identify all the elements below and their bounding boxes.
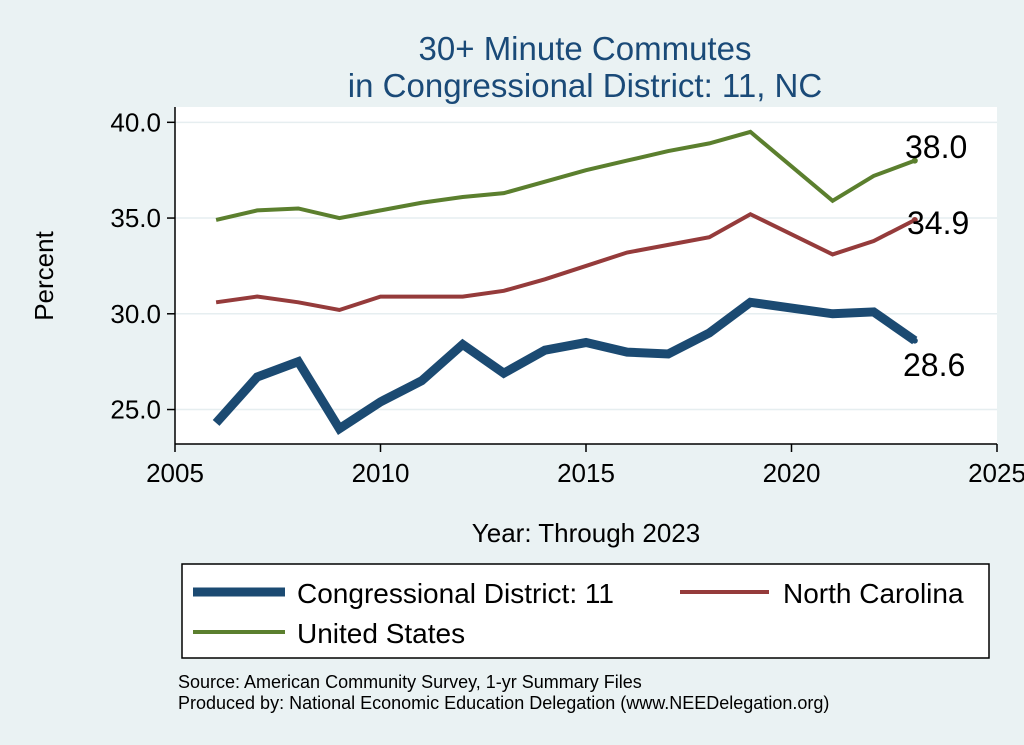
legend-label-north-carolina: North Carolina [783,578,964,609]
y-tick-label: 25.0 [110,395,161,425]
gridlines [175,121,997,411]
x-axis-ticks: 2005 2010 2015 2020 2025 [146,444,1024,488]
legend: Congressional District: 11 North Carolin… [181,563,990,659]
x-tick-label: 2010 [352,458,410,488]
plot-area [175,107,997,444]
x-axis-label: Year: Through 2023 [472,518,700,548]
y-axis-ticks: 25.0 30.0 35.0 40.0 [110,107,175,425]
series-lines [212,129,918,435]
x-tick-label: 2025 [968,458,1024,488]
series-line-us [215,129,916,222]
end-label-cd: 28.6 [903,347,965,383]
y-tick-label: 40.0 [110,107,161,137]
x-tick-label: 2015 [557,458,615,488]
end-label-nc: 34.9 [907,205,969,241]
series-endpoint-cd [911,337,918,344]
series-line-cd [212,297,918,435]
series-endpoint-us [911,157,918,164]
y-tick-label: 30.0 [110,299,161,329]
legend-label-united-states: United States [297,618,465,649]
series-line-nc [215,211,916,313]
series-endpoint-nc [911,216,918,223]
produced-by-note: Produced by: National Economic Education… [178,693,829,713]
legend-box [181,563,990,659]
chart-title-line-2: in Congressional District: 11, NC [348,67,822,104]
end-label-us: 38.0 [905,129,967,165]
chart-title-line-1: 30+ Minute Commutes [419,30,752,67]
y-tick-label: 35.0 [110,203,161,233]
legend-label-congressional-district: Congressional District: 11 [297,578,614,609]
source-note: Source: American Community Survey, 1-yr … [178,672,642,692]
x-tick-label: 2020 [763,458,821,488]
y-axis-label: Percent [29,230,59,320]
x-tick-label: 2005 [146,458,204,488]
end-labels: 38.0 34.9 28.6 [903,129,969,383]
